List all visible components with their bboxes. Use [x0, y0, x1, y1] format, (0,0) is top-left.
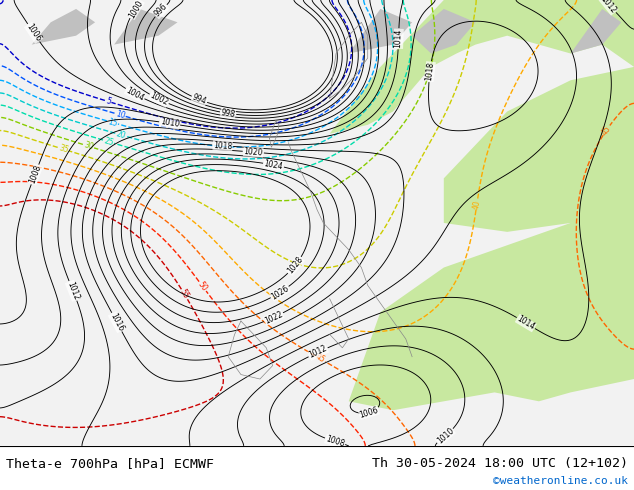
- Text: 1010: 1010: [435, 426, 455, 446]
- Polygon shape: [114, 9, 178, 45]
- Polygon shape: [349, 9, 412, 53]
- Text: ©weatheronline.co.uk: ©weatheronline.co.uk: [493, 476, 628, 486]
- Text: 1012: 1012: [599, 0, 618, 15]
- Text: 1012: 1012: [307, 344, 328, 360]
- Text: 1010: 1010: [159, 118, 180, 129]
- Polygon shape: [349, 201, 634, 410]
- Text: 1020: 1020: [243, 147, 263, 157]
- Text: 1006: 1006: [25, 22, 42, 43]
- Text: 1026: 1026: [269, 284, 290, 301]
- Text: 1014: 1014: [515, 314, 536, 332]
- Text: 45: 45: [600, 123, 613, 137]
- Polygon shape: [0, 0, 634, 446]
- Text: 1008: 1008: [27, 164, 42, 185]
- Text: 1008: 1008: [325, 434, 346, 449]
- Text: 1002: 1002: [148, 91, 170, 107]
- Text: 35: 35: [57, 144, 69, 155]
- Text: 1016: 1016: [108, 312, 126, 333]
- Polygon shape: [32, 9, 95, 45]
- Text: 1024: 1024: [263, 159, 284, 171]
- Polygon shape: [412, 9, 476, 53]
- Text: 1004: 1004: [124, 85, 146, 102]
- Text: 1006: 1006: [358, 405, 380, 419]
- Text: 994: 994: [191, 93, 208, 106]
- Text: 55: 55: [178, 288, 191, 301]
- Text: 10: 10: [114, 109, 126, 121]
- Text: 1012: 1012: [65, 280, 81, 301]
- Polygon shape: [330, 0, 634, 134]
- Text: 996: 996: [153, 2, 169, 19]
- Text: 1014: 1014: [394, 29, 403, 49]
- Text: 1028: 1028: [285, 255, 304, 276]
- Text: 20: 20: [115, 129, 127, 141]
- Text: 1018: 1018: [424, 62, 436, 82]
- Text: Theta-e 700hPa [hPa] ECMWF: Theta-e 700hPa [hPa] ECMWF: [6, 457, 214, 470]
- Text: 1018: 1018: [213, 141, 233, 151]
- Text: 45: 45: [314, 352, 327, 365]
- Polygon shape: [444, 67, 634, 232]
- Text: 1000: 1000: [127, 0, 145, 20]
- Text: 5: 5: [105, 97, 112, 106]
- Text: 30: 30: [82, 141, 94, 152]
- Text: 25: 25: [103, 136, 115, 147]
- Text: 50: 50: [196, 280, 209, 293]
- Text: Th 30-05-2024 18:00 UTC (12+102): Th 30-05-2024 18:00 UTC (12+102): [372, 457, 628, 470]
- Polygon shape: [571, 9, 621, 53]
- Text: 998: 998: [220, 108, 236, 119]
- Text: 40: 40: [472, 199, 482, 210]
- Text: 15: 15: [107, 117, 119, 128]
- Text: 1022: 1022: [263, 309, 284, 325]
